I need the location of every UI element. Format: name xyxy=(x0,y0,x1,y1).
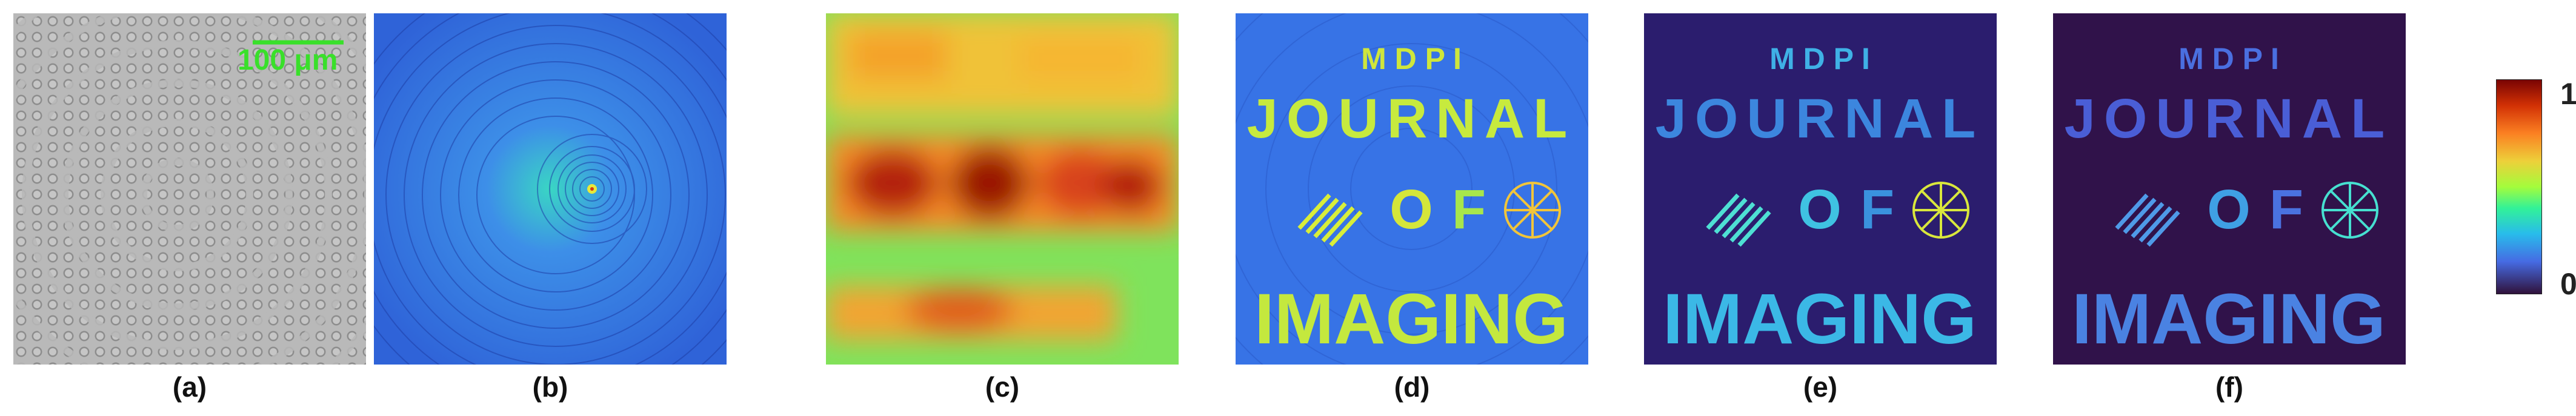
text-journal: JOURNAL xyxy=(1656,88,1985,150)
panel-f-reconstruction: M D P I JOURNAL O F IMAGING xyxy=(2053,13,2406,365)
text-journal: JOURNAL xyxy=(2065,88,2394,150)
panel-c-reconstruction-blurred xyxy=(826,13,1179,365)
panel-e-reconstruction: M D P I JOURNAL O F IMAGING xyxy=(1644,13,1997,365)
text-f: F xyxy=(1452,179,1486,240)
line-grating xyxy=(1297,193,1363,247)
text-o: O xyxy=(2207,179,2251,240)
panel-b-hologram xyxy=(374,13,727,365)
panel-b-svg xyxy=(374,13,727,365)
caption-a: (a) xyxy=(172,371,207,403)
text-journal: JOURNAL xyxy=(1247,88,1576,150)
text-o: O xyxy=(1390,179,1433,240)
caption-d: (d) xyxy=(1394,371,1430,403)
panel-a-svg xyxy=(13,13,366,365)
colorbar-min-label: 0 xyxy=(2560,267,2576,301)
colorbar xyxy=(2496,79,2542,294)
siemens-star xyxy=(1504,182,1561,239)
text-mdpi: M D P I xyxy=(1769,42,1870,76)
text-imaging: IMAGING xyxy=(2072,279,2386,359)
caption-c: (c) xyxy=(985,371,1020,403)
panel-d-svg: M D P I JOURNAL O F IMAGING xyxy=(1236,13,1588,365)
caption-f: (f) xyxy=(2215,371,2243,403)
text-imaging: IMAGING xyxy=(1663,279,1977,359)
text-f: F xyxy=(2269,179,2303,240)
panel-e-svg: M D P I JOURNAL O F IMAGING xyxy=(1644,13,1997,365)
panel-d-reconstruction: M D P I JOURNAL O F IMAGING xyxy=(1236,13,1588,365)
line-grating xyxy=(2115,193,2180,247)
colorbar-max-label: 1 xyxy=(2560,77,2576,111)
panel-a-microscope-image xyxy=(13,13,366,365)
caption-b: (b) xyxy=(532,371,568,403)
panel-f-svg: M D P I JOURNAL O F IMAGING xyxy=(2053,13,2406,365)
siemens-star xyxy=(1912,182,1969,239)
text-mdpi: M D P I xyxy=(1361,42,1462,76)
line-grating xyxy=(1706,193,1771,247)
text-o: O xyxy=(1798,179,1842,240)
text-f: F xyxy=(1860,179,1894,240)
caption-e: (e) xyxy=(1803,371,1838,403)
siemens-star xyxy=(2321,182,2378,239)
text-mdpi: M D P I xyxy=(2178,42,2279,76)
text-imaging: IMAGING xyxy=(1254,279,1568,359)
panel-c-svg xyxy=(826,13,1179,365)
scale-bar-label: 100 μm xyxy=(238,44,338,76)
